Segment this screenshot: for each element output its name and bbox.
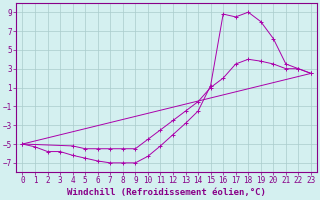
X-axis label: Windchill (Refroidissement éolien,°C): Windchill (Refroidissement éolien,°C) — [67, 188, 266, 197]
